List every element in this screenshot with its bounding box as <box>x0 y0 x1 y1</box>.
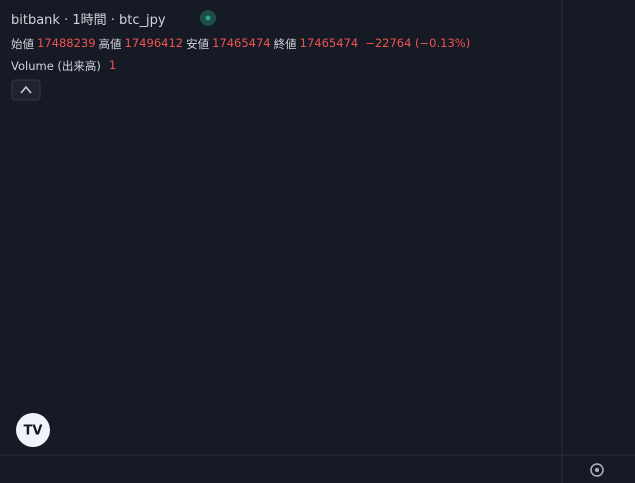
legend-value: 17496412 <box>124 36 184 50</box>
tv-logo-mark: TV <box>24 424 43 439</box>
settings-icon[interactable] <box>590 463 604 477</box>
legend-value: 17465474 <box>212 36 271 50</box>
collapse-icon <box>20 85 32 94</box>
volume-legend: Volume (出来高) 1 <box>11 58 116 74</box>
legend-label: 始値 <box>11 37 34 51</box>
legend-value: 17465474 <box>299 36 359 50</box>
settings-icon-center <box>595 468 599 472</box>
ohlc-legend: 始値 17488239 高値 17496412 安値 17465474 終値 17465… <box>11 36 470 52</box>
legend-label: 高値 <box>98 37 122 51</box>
volume-title: Volume (出来高) <box>11 59 101 73</box>
legend-value: 17488239 <box>37 36 96 50</box>
eye-icon <box>205 15 211 21</box>
header-title-row: bitbank · 1時間 · btc_jpy <box>11 9 166 28</box>
volume-last: 1 <box>108 58 117 72</box>
legend-label: 安値 <box>186 37 210 51</box>
legend-change: −22764 (−0.13%) <box>365 36 471 50</box>
symbol-title: bitbank · 1時間 · btc_jpy <box>11 13 166 28</box>
legend-label: 終値 <box>273 37 297 51</box>
tv-logo[interactable] <box>16 413 50 447</box>
collapse-button[interactable] <box>11 79 41 101</box>
